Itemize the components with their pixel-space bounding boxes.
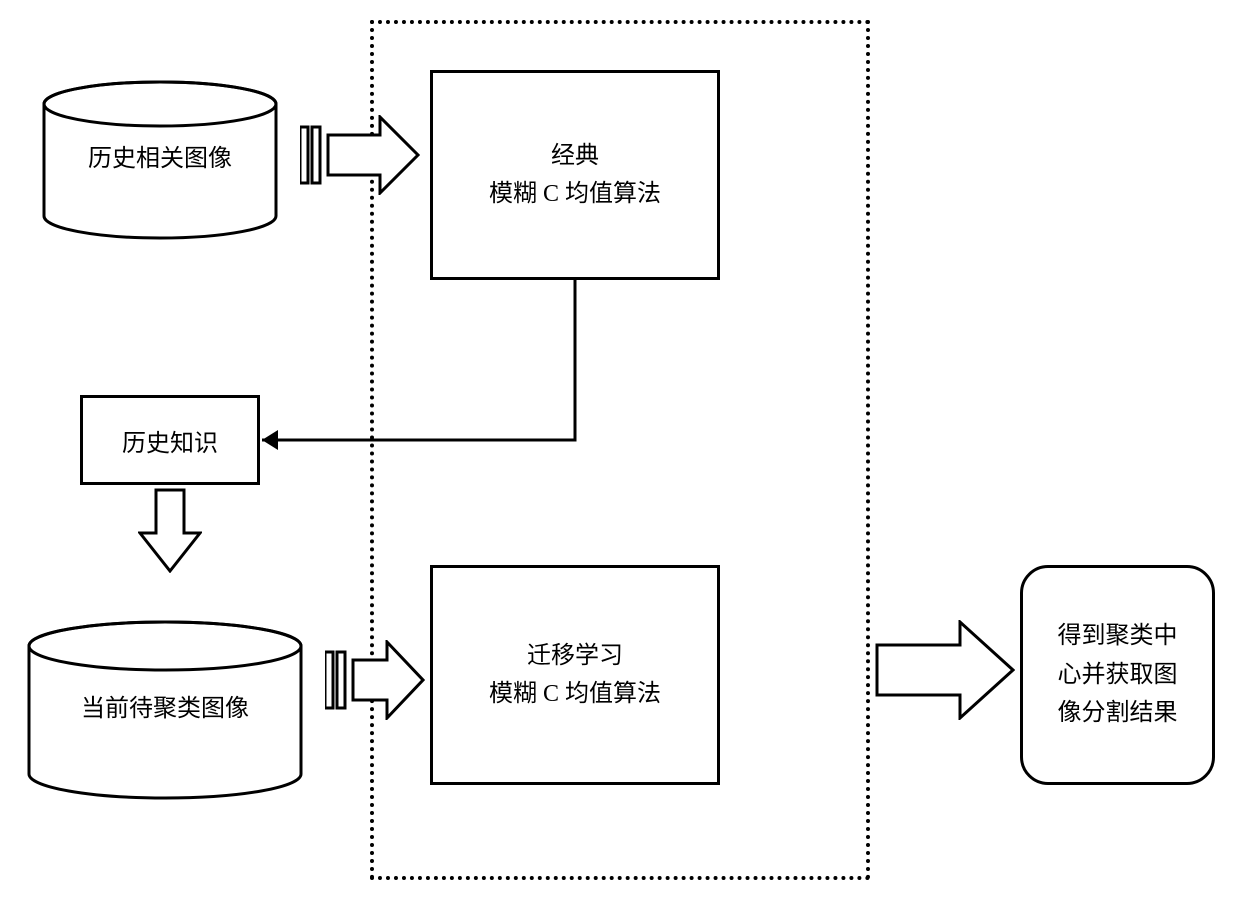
box-classic-line1: 经典 bbox=[489, 137, 661, 175]
box-classic-fcm: 经典 模糊 C 均值算法 bbox=[430, 70, 720, 280]
output-line3: 像分割结果 bbox=[1058, 694, 1178, 732]
arrow-current-to-transfer bbox=[325, 640, 425, 720]
cylinder-current-images: 当前待聚类图像 bbox=[25, 620, 305, 800]
knowledge-box-label: 历史知识 bbox=[122, 423, 218, 458]
output-box: 得到聚类中 心并获取图 像分割结果 bbox=[1020, 565, 1215, 785]
output-line2: 心并获取图 bbox=[1058, 656, 1178, 694]
diagram-canvas: 历史相关图像 当前待聚类图像 历史知识 经典 模糊 C 均值算法 迁移学习 模糊… bbox=[0, 0, 1239, 906]
cylinder-history-images: 历史相关图像 bbox=[40, 80, 280, 240]
box-transfer-line1: 迁移学习 bbox=[489, 637, 661, 675]
box-transfer-line2: 模糊 C 均值算法 bbox=[489, 675, 661, 713]
knowledge-box: 历史知识 bbox=[80, 395, 260, 485]
arrow-knowledge-to-current bbox=[138, 488, 202, 573]
output-line1: 得到聚类中 bbox=[1058, 617, 1178, 655]
box-transfer-fcm: 迁移学习 模糊 C 均值算法 bbox=[430, 565, 720, 785]
box-classic-line2: 模糊 C 均值算法 bbox=[489, 175, 661, 213]
arrow-transfer-to-output bbox=[875, 620, 1015, 720]
cylinder-history-label: 历史相关图像 bbox=[88, 144, 232, 175]
cylinder-current-label: 当前待聚类图像 bbox=[81, 694, 249, 725]
arrow-history-to-classic bbox=[300, 115, 420, 195]
